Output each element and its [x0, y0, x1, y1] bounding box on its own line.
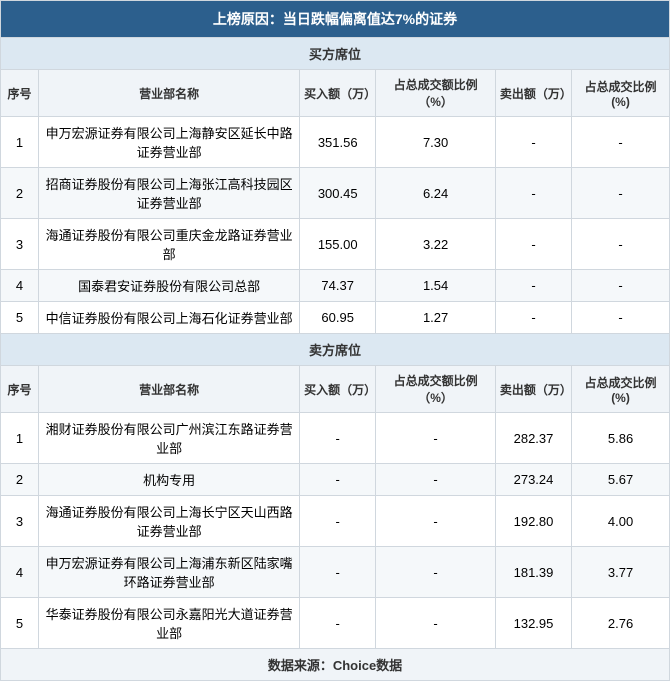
header-name: 营业部名称 — [39, 366, 300, 413]
cell-seq: 2 — [1, 464, 39, 496]
header-sell-pct: 占总成交比例(%) — [572, 70, 670, 117]
cell-sell_amt: - — [495, 270, 571, 302]
cell-sell_pct: - — [572, 270, 670, 302]
table-row: 3海通证券股份有限公司重庆金龙路证券营业部155.003.22-- — [1, 219, 670, 270]
cell-sell_pct: 5.86 — [572, 413, 670, 464]
buyer-section-label: 买方席位 — [1, 38, 670, 70]
header-name: 营业部名称 — [39, 70, 300, 117]
cell-name: 湘财证券股份有限公司广州滨江东路证券营业部 — [39, 413, 300, 464]
seller-header-row: 序号 营业部名称 买入额（万） 占总成交额比例（%） 卖出额（万） 占总成交比例… — [1, 366, 670, 413]
cell-buy_pct: 7.30 — [376, 117, 496, 168]
buyer-section-row: 买方席位 — [1, 38, 670, 70]
cell-sell_pct: 2.76 — [572, 598, 670, 649]
title-row: 上榜原因：当日跌幅偏离值达7%的证券 — [1, 1, 670, 38]
cell-sell_pct: - — [572, 302, 670, 334]
cell-buy_pct: 3.22 — [376, 219, 496, 270]
cell-name: 海通证券股份有限公司上海长宁区天山西路证券营业部 — [39, 496, 300, 547]
cell-buy_amt: - — [300, 496, 376, 547]
header-seq: 序号 — [1, 70, 39, 117]
cell-buy_pct: - — [376, 496, 496, 547]
cell-name: 华泰证券股份有限公司永嘉阳光大道证券营业部 — [39, 598, 300, 649]
cell-sell_amt: - — [495, 117, 571, 168]
cell-seq: 3 — [1, 496, 39, 547]
cell-buy_pct: 1.54 — [376, 270, 496, 302]
cell-seq: 5 — [1, 598, 39, 649]
table-row: 1申万宏源证券有限公司上海静安区延长中路证券营业部351.567.30-- — [1, 117, 670, 168]
header-sell-amt: 卖出额（万） — [495, 70, 571, 117]
cell-buy_pct: - — [376, 547, 496, 598]
cell-buy_amt: 300.45 — [300, 168, 376, 219]
header-seq: 序号 — [1, 366, 39, 413]
table-row: 5华泰证券股份有限公司永嘉阳光大道证券营业部--132.952.76 — [1, 598, 670, 649]
table-row: 2招商证券股份有限公司上海张江高科技园区证券营业部300.456.24-- — [1, 168, 670, 219]
table-title: 上榜原因：当日跌幅偏离值达7%的证券 — [1, 1, 670, 38]
cell-name: 招商证券股份有限公司上海张江高科技园区证券营业部 — [39, 168, 300, 219]
cell-buy_amt: - — [300, 413, 376, 464]
cell-name: 机构专用 — [39, 464, 300, 496]
cell-sell_amt: 132.95 — [495, 598, 571, 649]
table-row: 4申万宏源证券有限公司上海浦东新区陆家嘴环路证券营业部--181.393.77 — [1, 547, 670, 598]
footer-row: 数据来源：Choice数据 — [1, 649, 670, 681]
buyers-body: 1申万宏源证券有限公司上海静安区延长中路证券营业部351.567.30--2招商… — [1, 117, 670, 334]
cell-sell_amt: 192.80 — [495, 496, 571, 547]
cell-buy_amt: 60.95 — [300, 302, 376, 334]
cell-sell_amt: - — [495, 219, 571, 270]
sellers-body: 1湘财证券股份有限公司广州滨江东路证券营业部--282.375.862机构专用-… — [1, 413, 670, 649]
cell-seq: 1 — [1, 413, 39, 464]
cell-sell_amt: 181.39 — [495, 547, 571, 598]
cell-sell_pct: - — [572, 219, 670, 270]
cell-buy_amt: - — [300, 547, 376, 598]
cell-buy_pct: - — [376, 464, 496, 496]
cell-buy_amt: 155.00 — [300, 219, 376, 270]
cell-buy_amt: 351.56 — [300, 117, 376, 168]
table-row: 5中信证券股份有限公司上海石化证券营业部60.951.27-- — [1, 302, 670, 334]
header-sell-pct: 占总成交比例(%) — [572, 366, 670, 413]
cell-seq: 3 — [1, 219, 39, 270]
cell-name: 国泰君安证券股份有限公司总部 — [39, 270, 300, 302]
cell-name: 海通证券股份有限公司重庆金龙路证券营业部 — [39, 219, 300, 270]
cell-buy_pct: - — [376, 598, 496, 649]
cell-buy_pct: 1.27 — [376, 302, 496, 334]
cell-buy_amt: - — [300, 464, 376, 496]
securities-table: 上榜原因：当日跌幅偏离值达7%的证券 买方席位 序号 营业部名称 买入额（万） … — [0, 0, 670, 681]
cell-sell_amt: 273.24 — [495, 464, 571, 496]
cell-sell_pct: - — [572, 168, 670, 219]
cell-seq: 4 — [1, 547, 39, 598]
header-buy-pct: 占总成交额比例（%） — [376, 70, 496, 117]
cell-sell_amt: 282.37 — [495, 413, 571, 464]
cell-seq: 2 — [1, 168, 39, 219]
cell-buy_amt: 74.37 — [300, 270, 376, 302]
header-sell-amt: 卖出额（万） — [495, 366, 571, 413]
cell-name: 申万宏源证券有限公司上海静安区延长中路证券营业部 — [39, 117, 300, 168]
seller-section-row: 卖方席位 — [1, 334, 670, 366]
cell-sell_pct: - — [572, 117, 670, 168]
footer-label: 数据来源：Choice数据 — [1, 649, 670, 681]
securities-table-container: 上榜原因：当日跌幅偏离值达7%的证券 买方席位 序号 营业部名称 买入额（万） … — [0, 0, 670, 681]
cell-seq: 4 — [1, 270, 39, 302]
cell-name: 申万宏源证券有限公司上海浦东新区陆家嘴环路证券营业部 — [39, 547, 300, 598]
cell-buy_pct: 6.24 — [376, 168, 496, 219]
buyer-header-row: 序号 营业部名称 买入额（万） 占总成交额比例（%） 卖出额（万） 占总成交比例… — [1, 70, 670, 117]
cell-buy_pct: - — [376, 413, 496, 464]
table-row: 1湘财证券股份有限公司广州滨江东路证券营业部--282.375.86 — [1, 413, 670, 464]
cell-buy_amt: - — [300, 598, 376, 649]
header-buy-pct: 占总成交额比例（%） — [376, 366, 496, 413]
table-row: 4国泰君安证券股份有限公司总部74.371.54-- — [1, 270, 670, 302]
header-buy-amt: 买入额（万） — [300, 70, 376, 117]
seller-section-label: 卖方席位 — [1, 334, 670, 366]
cell-sell_pct: 3.77 — [572, 547, 670, 598]
header-buy-amt: 买入额（万） — [300, 366, 376, 413]
cell-seq: 5 — [1, 302, 39, 334]
cell-sell_pct: 4.00 — [572, 496, 670, 547]
cell-sell_amt: - — [495, 168, 571, 219]
cell-seq: 1 — [1, 117, 39, 168]
table-row: 3海通证券股份有限公司上海长宁区天山西路证券营业部--192.804.00 — [1, 496, 670, 547]
cell-name: 中信证券股份有限公司上海石化证券营业部 — [39, 302, 300, 334]
table-row: 2机构专用--273.245.67 — [1, 464, 670, 496]
cell-sell_amt: - — [495, 302, 571, 334]
cell-sell_pct: 5.67 — [572, 464, 670, 496]
